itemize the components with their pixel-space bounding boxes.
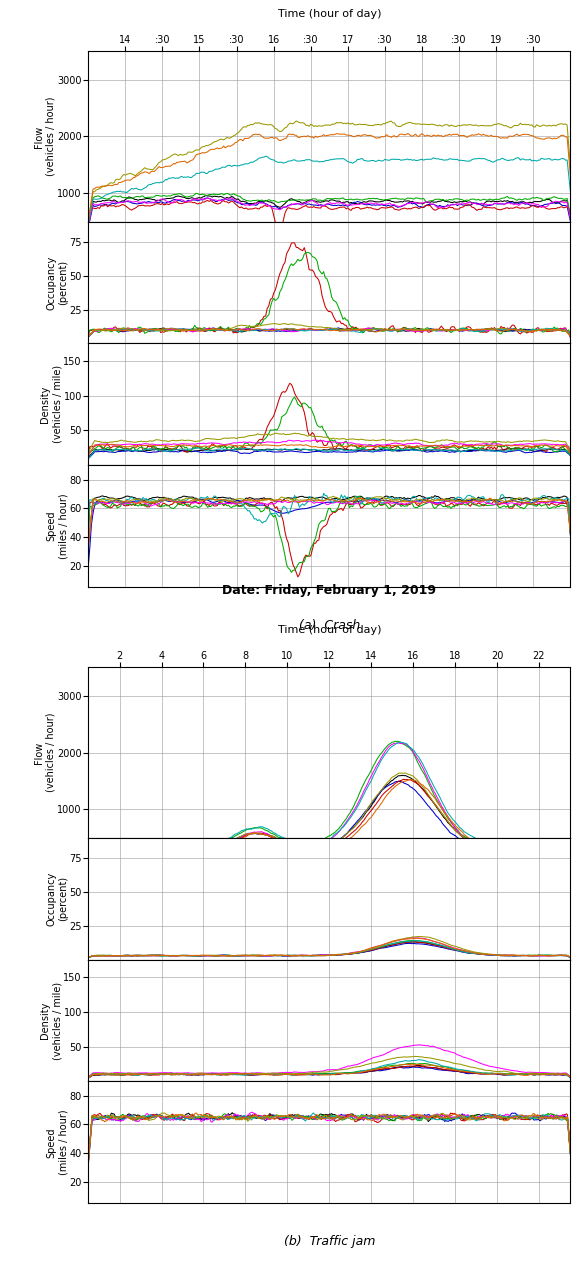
Text: (b)  Traffic jam: (b) Traffic jam [283,1235,375,1248]
Y-axis label: Occupancy
(percent): Occupancy (percent) [46,256,68,310]
Y-axis label: Density
(vehicles / mile): Density (vehicles / mile) [41,982,62,1060]
Text: Date: Friday, February 1, 2019: Date: Friday, February 1, 2019 [222,584,436,596]
Y-axis label: Occupancy
(percent): Occupancy (percent) [46,872,68,925]
Y-axis label: Speed
(miles / hour): Speed (miles / hour) [46,1110,68,1175]
Text: Time (hour of day): Time (hour of day) [278,9,381,19]
Y-axis label: Flow
(vehicles / hour): Flow (vehicles / hour) [34,713,56,792]
Y-axis label: Flow
(vehicles / hour): Flow (vehicles / hour) [34,97,56,177]
Y-axis label: Density
(vehicles / mile): Density (vehicles / mile) [41,365,62,443]
Y-axis label: Speed
(miles / hour): Speed (miles / hour) [46,493,68,559]
Text: Time (hour of day): Time (hour of day) [278,626,381,635]
Text: (a)  Crash: (a) Crash [299,620,360,632]
